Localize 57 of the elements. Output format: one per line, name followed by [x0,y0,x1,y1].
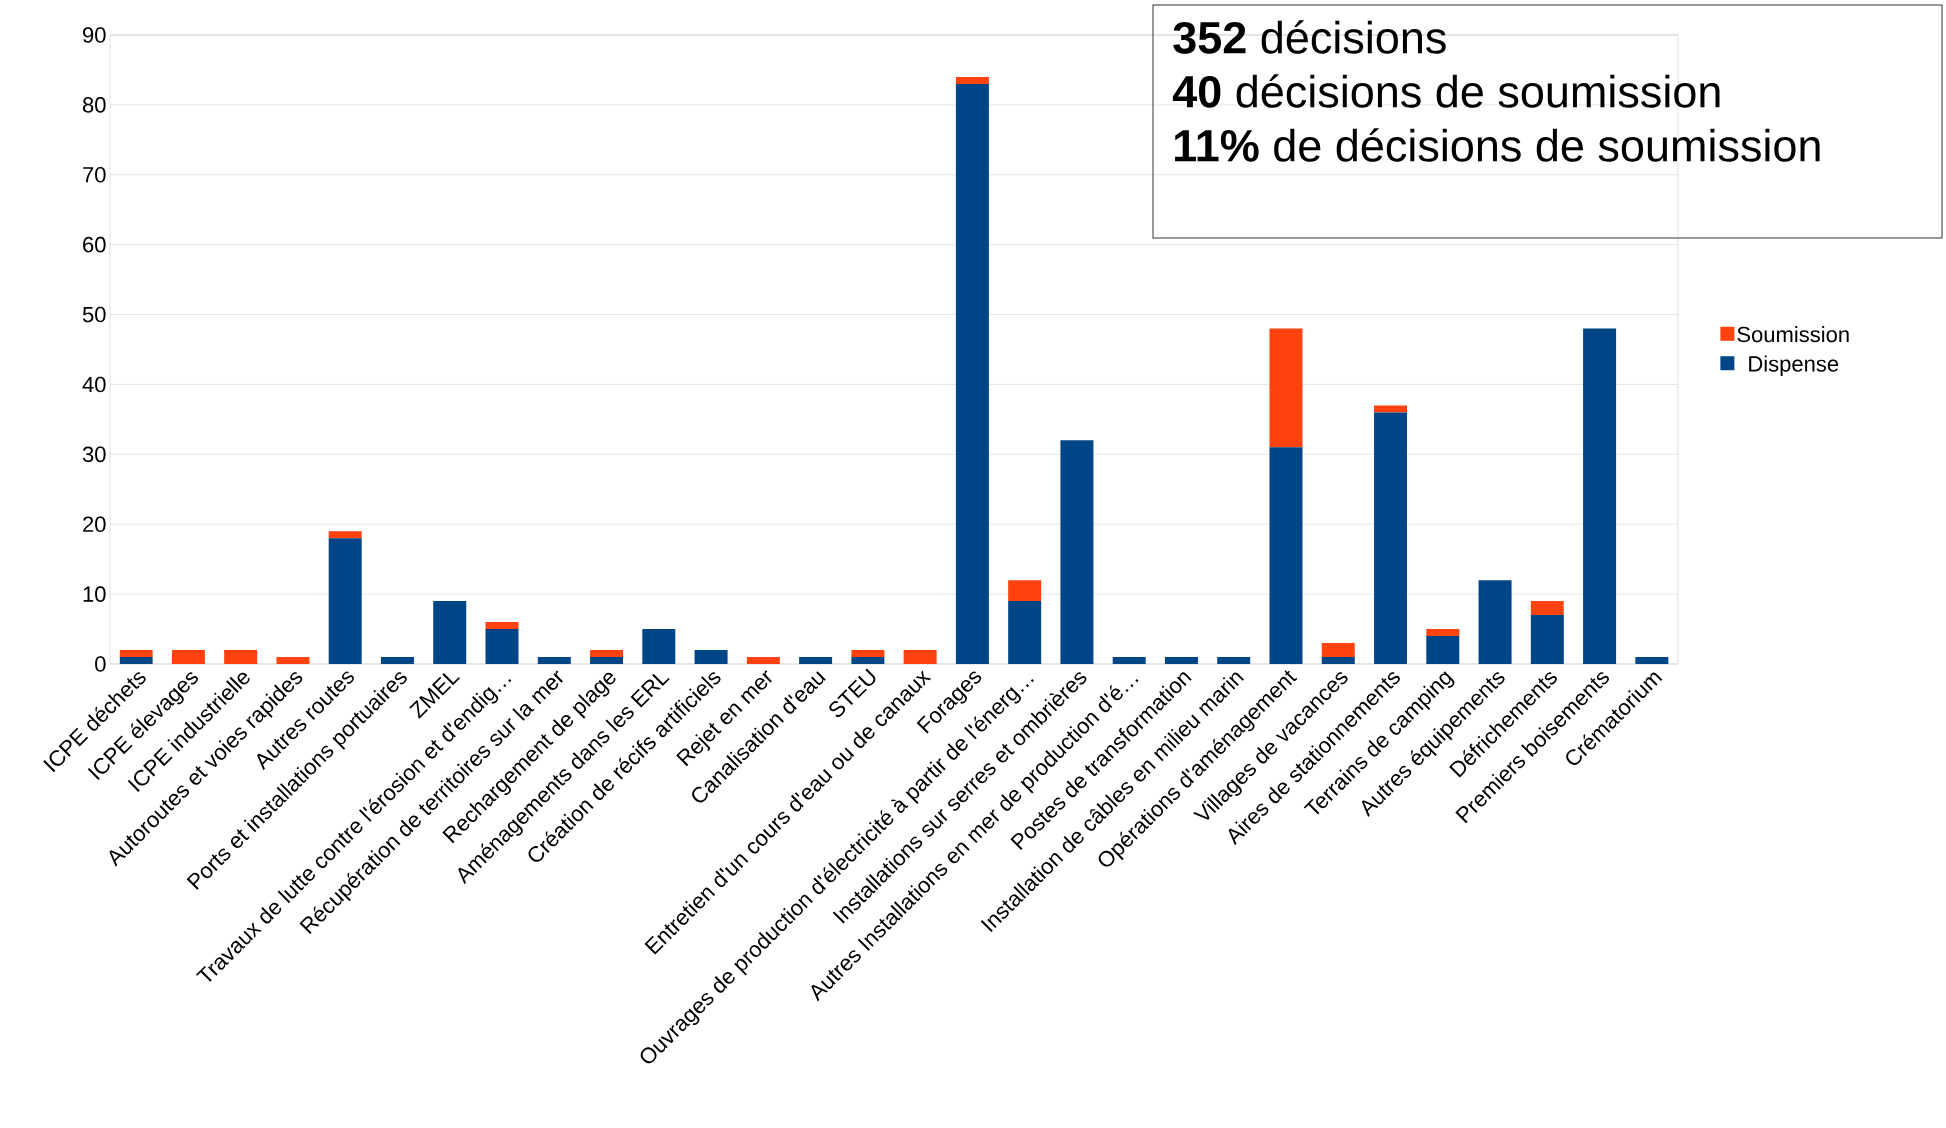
bar [485,622,519,630]
legend-label: Soumission [1737,326,1849,343]
y-tick-label: 60 [83,236,106,253]
y-tick-label: 70 [83,166,106,183]
bar [799,657,833,664]
bar [380,657,414,664]
y-tick-label: 40 [82,376,106,393]
bar [1321,643,1355,658]
bar [694,650,728,664]
bar [1530,601,1564,616]
annotation: 40 décisions de soumission [1172,74,1720,108]
y-tick-label: 50 [82,306,106,323]
bar [1530,615,1564,664]
bar [224,650,258,664]
bar [746,657,780,664]
bar [1374,412,1408,664]
bar [1217,657,1251,664]
bar [955,76,989,84]
y-tick-label: 80 [82,97,106,113]
bar [642,629,676,664]
bar [537,657,571,664]
bar [1269,447,1303,664]
bar [1164,657,1198,664]
bar [276,657,310,664]
y-tick-label: 30 [82,446,106,463]
bar [955,83,989,664]
bar [1112,657,1146,664]
bar [590,650,624,658]
bar [851,657,885,664]
legend-label: Dispense [1749,355,1839,377]
bar [1426,629,1460,637]
bar [1060,440,1094,664]
bar [1008,601,1042,664]
bar [119,657,153,664]
bar [171,650,205,664]
bar [903,650,937,664]
y-tick-label: 0 [95,656,106,672]
bar [1583,328,1617,664]
bar [1269,328,1303,448]
y-tick-label: 20 [83,516,106,533]
annotation: 352 décisions [1173,20,1446,54]
bar [328,538,362,664]
bar [433,601,467,664]
bar [590,657,624,664]
bar [851,650,885,658]
annotation: 11% de décisions de soumission [1175,128,1820,162]
bar [1426,636,1460,664]
bar [1374,405,1408,413]
bar [328,531,362,539]
y-tick-label: 10 [83,586,106,602]
bar [1008,580,1042,602]
y-tick-label: 90 [83,27,106,43]
bar [119,650,153,658]
bar [485,629,519,664]
bar [1635,657,1669,664]
bar [1478,580,1512,664]
bar [1321,657,1355,664]
